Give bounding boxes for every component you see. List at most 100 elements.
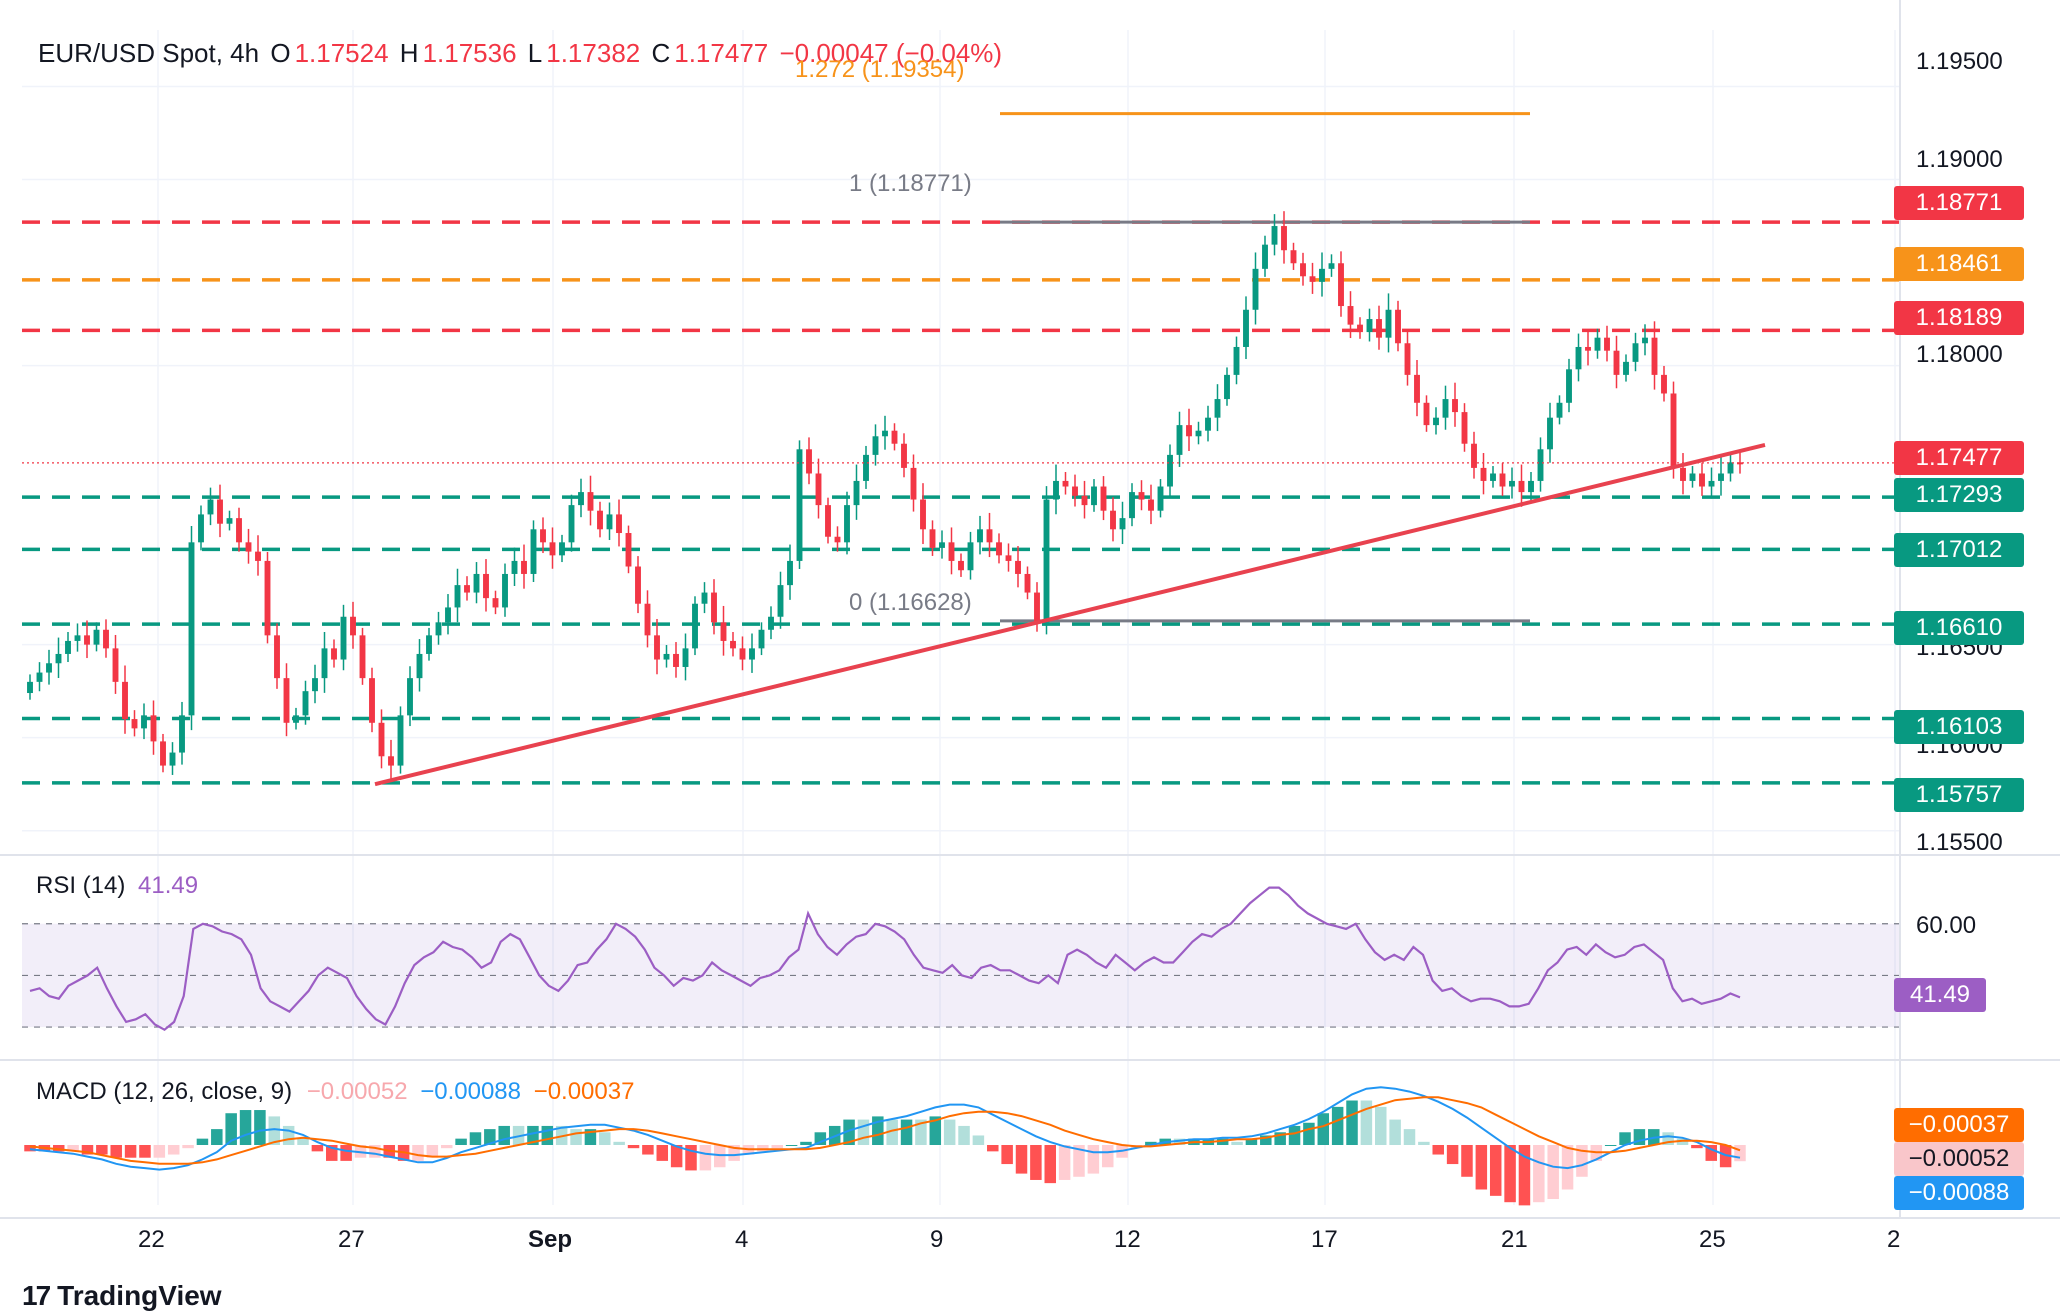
candle (1594, 328, 1601, 359)
fibonacci-levels[interactable] (1000, 112, 1530, 623)
macd-histogram-bar (570, 1129, 582, 1145)
open-value: 1.17524 (294, 38, 389, 68)
candle-body (1205, 417, 1211, 431)
candle (967, 531, 974, 580)
candle-body (587, 492, 594, 511)
macd-histogram-bar (182, 1145, 194, 1149)
candle-body (692, 603, 698, 649)
candle-body (521, 560, 527, 574)
low-label: L (527, 38, 543, 68)
level-tag-116610: 1.16610 (1894, 611, 2024, 645)
candle (568, 494, 575, 552)
candle (150, 700, 157, 755)
trendline[interactable] (374, 442, 1766, 787)
macd-histogram-bar (369, 1145, 381, 1158)
macd-histogram-bar (943, 1119, 956, 1145)
candle-body (625, 533, 632, 567)
candle-body (882, 430, 888, 437)
macd-histogram-bar (627, 1145, 640, 1149)
candle (511, 547, 518, 587)
candle (331, 639, 337, 668)
candle (1471, 431, 1477, 479)
candle-body (226, 518, 233, 524)
candle-body (93, 629, 100, 645)
x-tick-12: 12 (1114, 1226, 1141, 1253)
candle (1338, 251, 1344, 317)
macd-histogram-bar (24, 1145, 36, 1152)
candle-body (1490, 473, 1496, 481)
candle-body (1062, 480, 1069, 487)
candlestick-series[interactable] (22, 211, 1900, 781)
candle-body (112, 648, 119, 682)
candle (663, 645, 670, 668)
candle (1186, 408, 1192, 452)
candle-body (1034, 592, 1040, 623)
macd-histogram-bar (728, 1145, 740, 1161)
candle-body (815, 473, 822, 506)
candle-body (131, 719, 138, 729)
candle-body (834, 536, 841, 543)
candle (179, 701, 185, 765)
candle-body (711, 592, 717, 623)
candle (1062, 472, 1069, 495)
candle (1727, 453, 1734, 482)
candle (872, 424, 879, 466)
candle-body (312, 678, 318, 692)
macd-legend[interactable]: MACD (12, 26, close, 9) −0.00052 −0.0008… (36, 1078, 634, 1106)
candle (606, 502, 613, 541)
macd-histogram-bar (311, 1145, 324, 1152)
close-value: 1.17477 (674, 38, 769, 68)
tradingview-logo-mark: 17 (22, 1280, 51, 1311)
candle (521, 544, 527, 589)
candle (312, 664, 318, 704)
horizontal-levels[interactable] (22, 220, 1900, 785)
candle-body (1556, 402, 1563, 418)
candle-body (207, 499, 214, 515)
macd-series (24, 1086, 1746, 1206)
candle (1480, 453, 1487, 495)
candle-body (1015, 560, 1021, 574)
candle-body (1670, 393, 1677, 468)
candle (996, 533, 1002, 564)
macd-histogram-bar (282, 1125, 295, 1145)
tradingview-logo[interactable]: 17 TradingView (22, 1280, 222, 1312)
candle-body (1176, 425, 1183, 455)
symbol-legend[interactable]: EUR/USD Spot, 4h O 1.17524 H 1.17536 L 1.17… (38, 38, 1006, 69)
candle (578, 478, 584, 518)
macd-histogram-bar (1619, 1132, 1631, 1145)
candle-body (198, 514, 204, 543)
candle (255, 535, 261, 576)
candle (692, 596, 698, 656)
candle (426, 627, 432, 661)
candle (1604, 325, 1610, 362)
candle-body (293, 715, 299, 723)
candle-body (549, 542, 556, 556)
candle-body (359, 635, 366, 679)
macd-histogram-bar (929, 1116, 942, 1145)
x-tick-21: 21 (1501, 1226, 1528, 1253)
symbol-title[interactable]: EUR/USD Spot, 4h (38, 38, 260, 68)
candle (1271, 214, 1278, 256)
macd-histogram-bar (1360, 1100, 1373, 1145)
candle (834, 526, 841, 552)
rsi-legend[interactable]: RSI (14) 41.49 (36, 872, 198, 900)
candle-body (217, 499, 223, 524)
macd-histogram-bar (1719, 1145, 1732, 1168)
candle-body (1585, 346, 1591, 351)
macd-histogram-bar (987, 1145, 999, 1152)
candle (1509, 467, 1515, 499)
level-tag-118771: 1.18771 (1894, 186, 2024, 220)
candle-body (777, 585, 784, 617)
macd-histogram-bar (196, 1138, 209, 1145)
candle-body (1195, 430, 1202, 437)
grid-lines (22, 30, 1900, 1205)
candle (293, 707, 299, 730)
candle (464, 576, 470, 601)
candle-body (739, 648, 746, 660)
candle (530, 520, 537, 582)
macd-histogram-bar (1691, 1145, 1703, 1149)
pane-separators[interactable] (0, 0, 2060, 1219)
candle-body (1442, 399, 1449, 418)
macd-histogram-bar (843, 1119, 855, 1145)
